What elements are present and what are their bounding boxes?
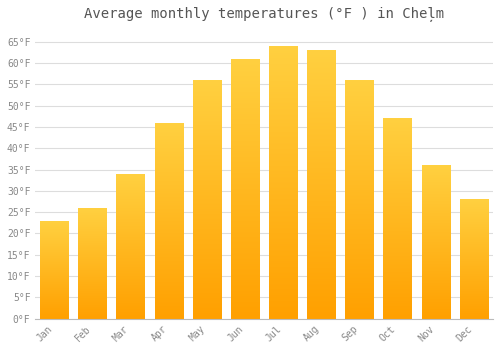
Title: Average monthly temperatures (°F ) in Cheļm: Average monthly temperatures (°F ) in Ch… bbox=[84, 7, 444, 22]
